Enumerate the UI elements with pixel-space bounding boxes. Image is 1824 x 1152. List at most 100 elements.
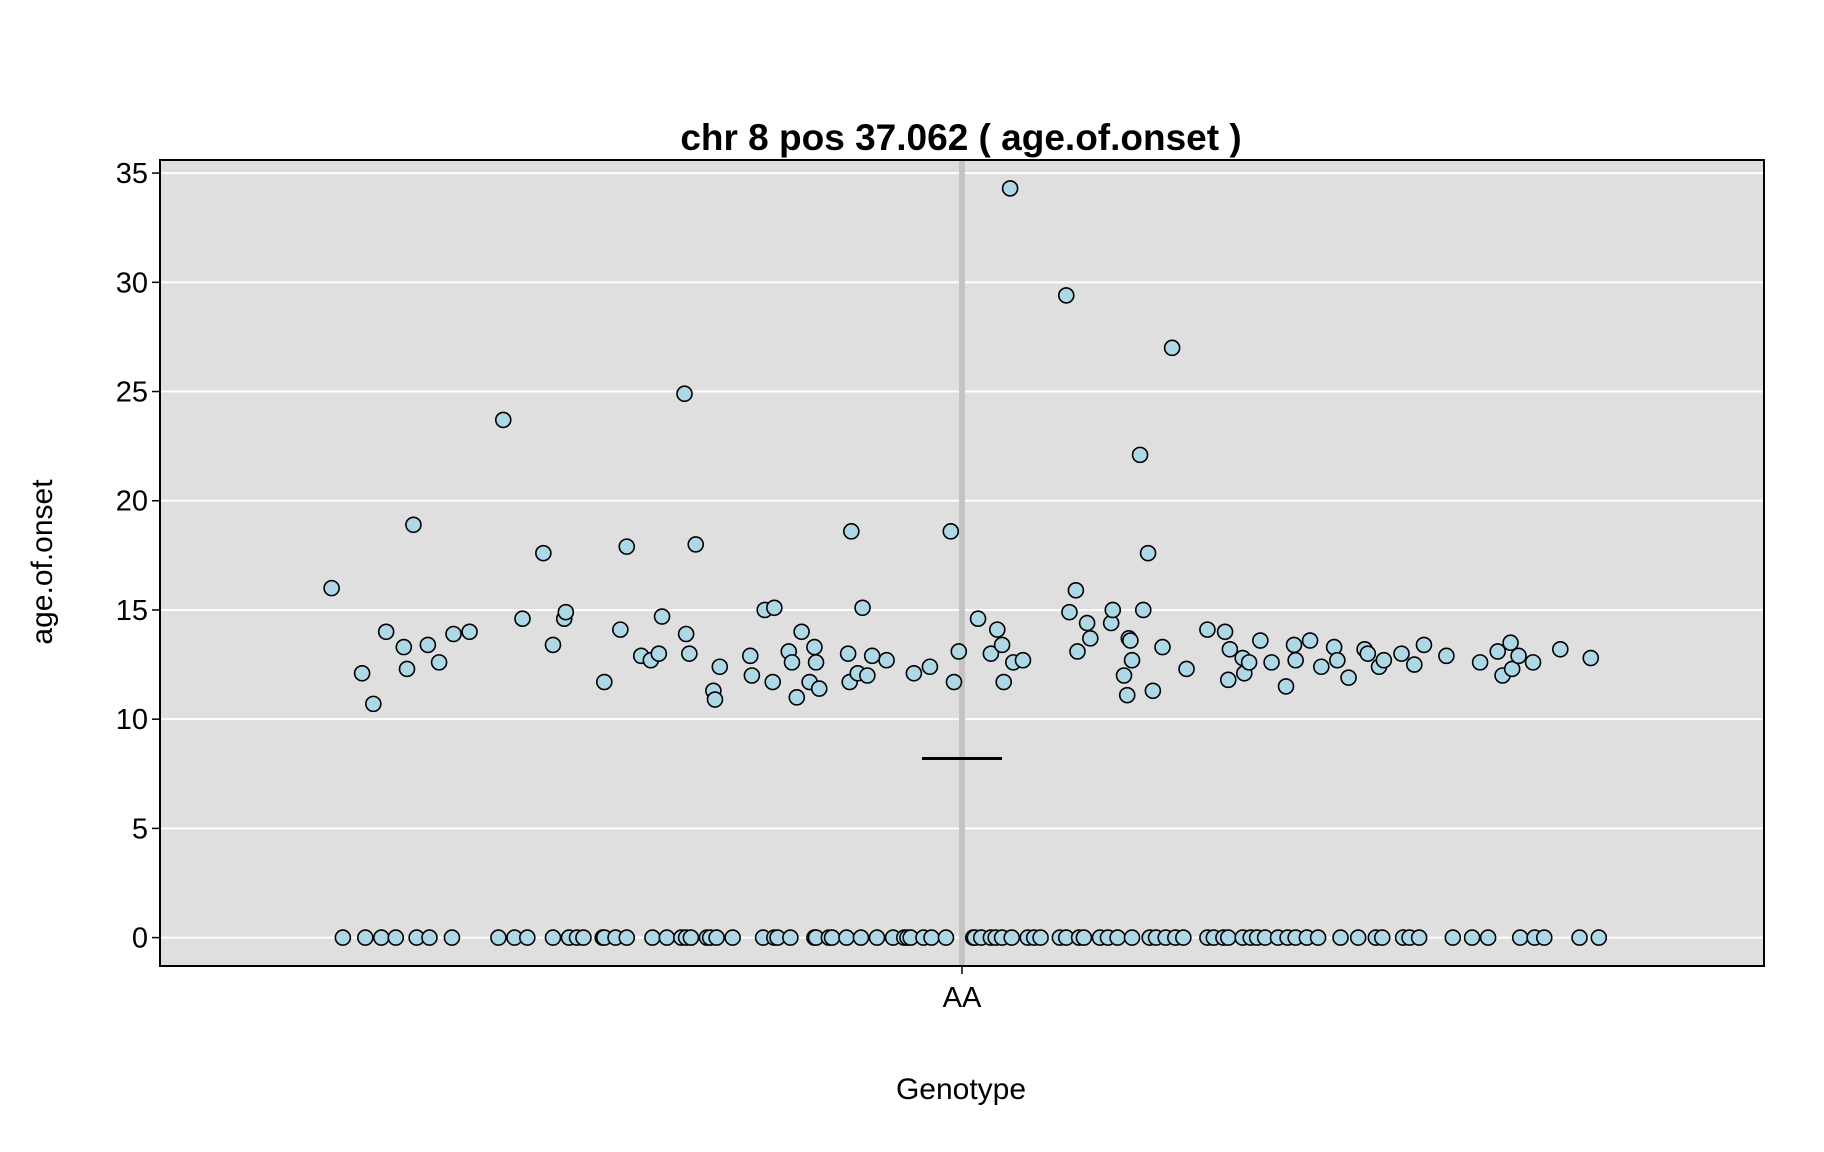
data-point	[1301, 632, 1319, 649]
data-point	[1122, 632, 1139, 649]
data-point	[1479, 929, 1497, 946]
data-point	[863, 647, 881, 665]
data-point	[1219, 671, 1237, 689]
data-point	[878, 651, 895, 669]
data-point	[1109, 929, 1126, 946]
data-point	[1144, 682, 1162, 700]
data-point	[1312, 658, 1330, 676]
data-point	[743, 667, 761, 684]
data-point	[1057, 287, 1075, 304]
data-point	[1003, 929, 1021, 946]
data-point	[1139, 544, 1157, 562]
data-point	[1067, 582, 1085, 599]
data-point	[782, 929, 799, 946]
data-point	[1373, 929, 1391, 946]
data-point	[942, 523, 960, 540]
data-point	[788, 689, 806, 706]
y-tick-label: 0	[132, 923, 148, 955]
data-point	[557, 603, 575, 621]
data-point	[1406, 656, 1423, 673]
data-point	[838, 929, 855, 946]
data-point	[806, 638, 823, 656]
data-point	[1524, 654, 1542, 671]
data-point	[859, 667, 876, 684]
data-point	[1131, 446, 1149, 464]
data-point	[1252, 632, 1269, 649]
data-point	[519, 929, 536, 946]
data-point	[839, 645, 857, 662]
y-axis-label: age.of.onset	[26, 479, 59, 645]
data-point	[676, 385, 693, 403]
data-point	[405, 516, 422, 534]
y-tick-label: 15	[116, 595, 148, 627]
data-point	[823, 929, 841, 946]
data-point	[1349, 929, 1367, 946]
data-point	[923, 929, 940, 946]
data-point	[1503, 660, 1521, 678]
data-point	[1287, 651, 1304, 669]
data-point	[1510, 647, 1527, 665]
data-point	[1471, 654, 1489, 671]
data-point	[398, 660, 416, 678]
data-point	[535, 544, 552, 562]
data-point	[596, 673, 613, 691]
data-point	[988, 621, 1006, 638]
data-point	[766, 599, 783, 617]
data-point	[711, 658, 729, 676]
data-point	[365, 695, 382, 713]
data-point	[1178, 660, 1195, 678]
data-point	[1115, 667, 1133, 684]
data-point	[377, 623, 395, 641]
data-point	[1061, 603, 1078, 621]
data-point	[650, 645, 668, 662]
data-point	[1463, 929, 1481, 946]
data-point	[1285, 636, 1303, 654]
data-point	[1082, 630, 1099, 647]
data-point	[445, 625, 462, 643]
data-point	[793, 623, 810, 641]
data-point	[1123, 651, 1141, 669]
data-point	[1438, 647, 1455, 665]
data-point	[868, 929, 886, 946]
data-point	[1590, 929, 1608, 946]
data-point	[724, 929, 741, 946]
x-axis-label: Genotype	[896, 1073, 1026, 1106]
data-point	[658, 929, 676, 946]
data-point	[681, 645, 698, 662]
data-point	[969, 610, 987, 627]
data-point	[1001, 180, 1019, 197]
data-point	[982, 645, 1000, 662]
data-point	[810, 680, 828, 697]
data-point	[905, 665, 923, 682]
data-point	[1175, 929, 1192, 946]
data-point	[1104, 601, 1122, 619]
data-point	[1410, 929, 1428, 946]
y-tick-label: 5	[132, 813, 148, 845]
data-point	[993, 636, 1011, 654]
data-point	[387, 929, 405, 946]
data-point	[1199, 621, 1216, 638]
data-point	[682, 929, 700, 946]
data-point	[708, 929, 725, 946]
data-point	[854, 599, 871, 617]
plot-border	[159, 159, 1765, 967]
data-point	[334, 929, 352, 946]
y-tick-label: 30	[116, 267, 148, 299]
data-point	[653, 608, 671, 625]
data-point	[1551, 640, 1569, 658]
data-point	[1332, 929, 1349, 946]
data-point	[1163, 339, 1181, 357]
data-point	[687, 536, 705, 553]
data-point	[1069, 643, 1086, 660]
data-point	[1444, 929, 1462, 946]
data-point	[764, 673, 782, 691]
data-point	[807, 654, 825, 671]
data-point	[618, 929, 636, 946]
data-point	[618, 538, 636, 555]
data-point	[937, 929, 955, 946]
data-point	[1340, 669, 1357, 686]
data-point	[1329, 651, 1346, 669]
data-point	[1309, 929, 1327, 946]
data-point	[741, 647, 759, 665]
